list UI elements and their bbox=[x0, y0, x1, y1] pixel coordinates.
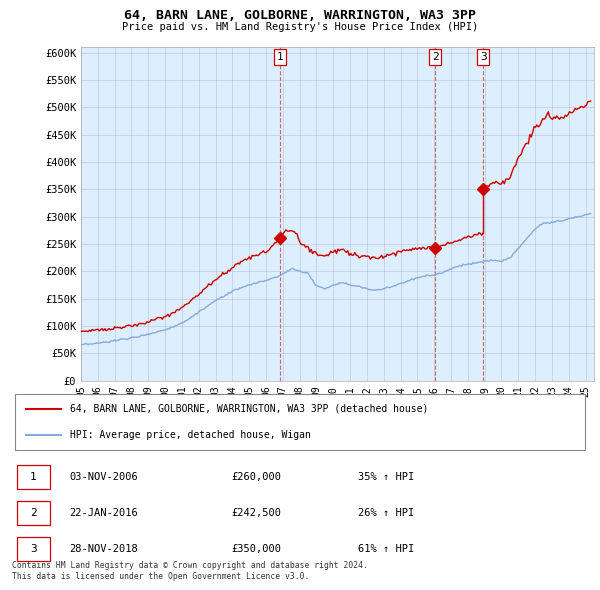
FancyBboxPatch shape bbox=[15, 394, 585, 450]
Text: 2: 2 bbox=[432, 52, 439, 62]
Text: £242,500: £242,500 bbox=[231, 508, 281, 518]
Text: £260,000: £260,000 bbox=[231, 472, 281, 482]
Text: 1: 1 bbox=[277, 52, 284, 62]
Text: 61% ↑ HPI: 61% ↑ HPI bbox=[358, 544, 414, 554]
Text: £350,000: £350,000 bbox=[231, 544, 281, 554]
Text: 1: 1 bbox=[30, 472, 37, 482]
Text: HPI: Average price, detached house, Wigan: HPI: Average price, detached house, Wiga… bbox=[70, 430, 310, 440]
FancyBboxPatch shape bbox=[17, 537, 50, 561]
Text: 26% ↑ HPI: 26% ↑ HPI bbox=[358, 508, 414, 518]
Text: 3: 3 bbox=[30, 544, 37, 554]
Text: 22-JAN-2016: 22-JAN-2016 bbox=[70, 508, 139, 518]
FancyBboxPatch shape bbox=[17, 502, 50, 525]
FancyBboxPatch shape bbox=[17, 465, 50, 489]
Text: Contains HM Land Registry data © Crown copyright and database right 2024.: Contains HM Land Registry data © Crown c… bbox=[12, 560, 368, 569]
Text: 64, BARN LANE, GOLBORNE, WARRINGTON, WA3 3PP: 64, BARN LANE, GOLBORNE, WARRINGTON, WA3… bbox=[124, 9, 476, 22]
Text: 3: 3 bbox=[480, 52, 487, 62]
Text: 2: 2 bbox=[30, 508, 37, 518]
Text: 28-NOV-2018: 28-NOV-2018 bbox=[70, 544, 139, 554]
Text: 64, BARN LANE, GOLBORNE, WARRINGTON, WA3 3PP (detached house): 64, BARN LANE, GOLBORNE, WARRINGTON, WA3… bbox=[70, 404, 428, 414]
Text: This data is licensed under the Open Government Licence v3.0.: This data is licensed under the Open Gov… bbox=[12, 572, 310, 581]
Text: 03-NOV-2006: 03-NOV-2006 bbox=[70, 472, 139, 482]
Text: 35% ↑ HPI: 35% ↑ HPI bbox=[358, 472, 414, 482]
Text: Price paid vs. HM Land Registry's House Price Index (HPI): Price paid vs. HM Land Registry's House … bbox=[122, 22, 478, 32]
